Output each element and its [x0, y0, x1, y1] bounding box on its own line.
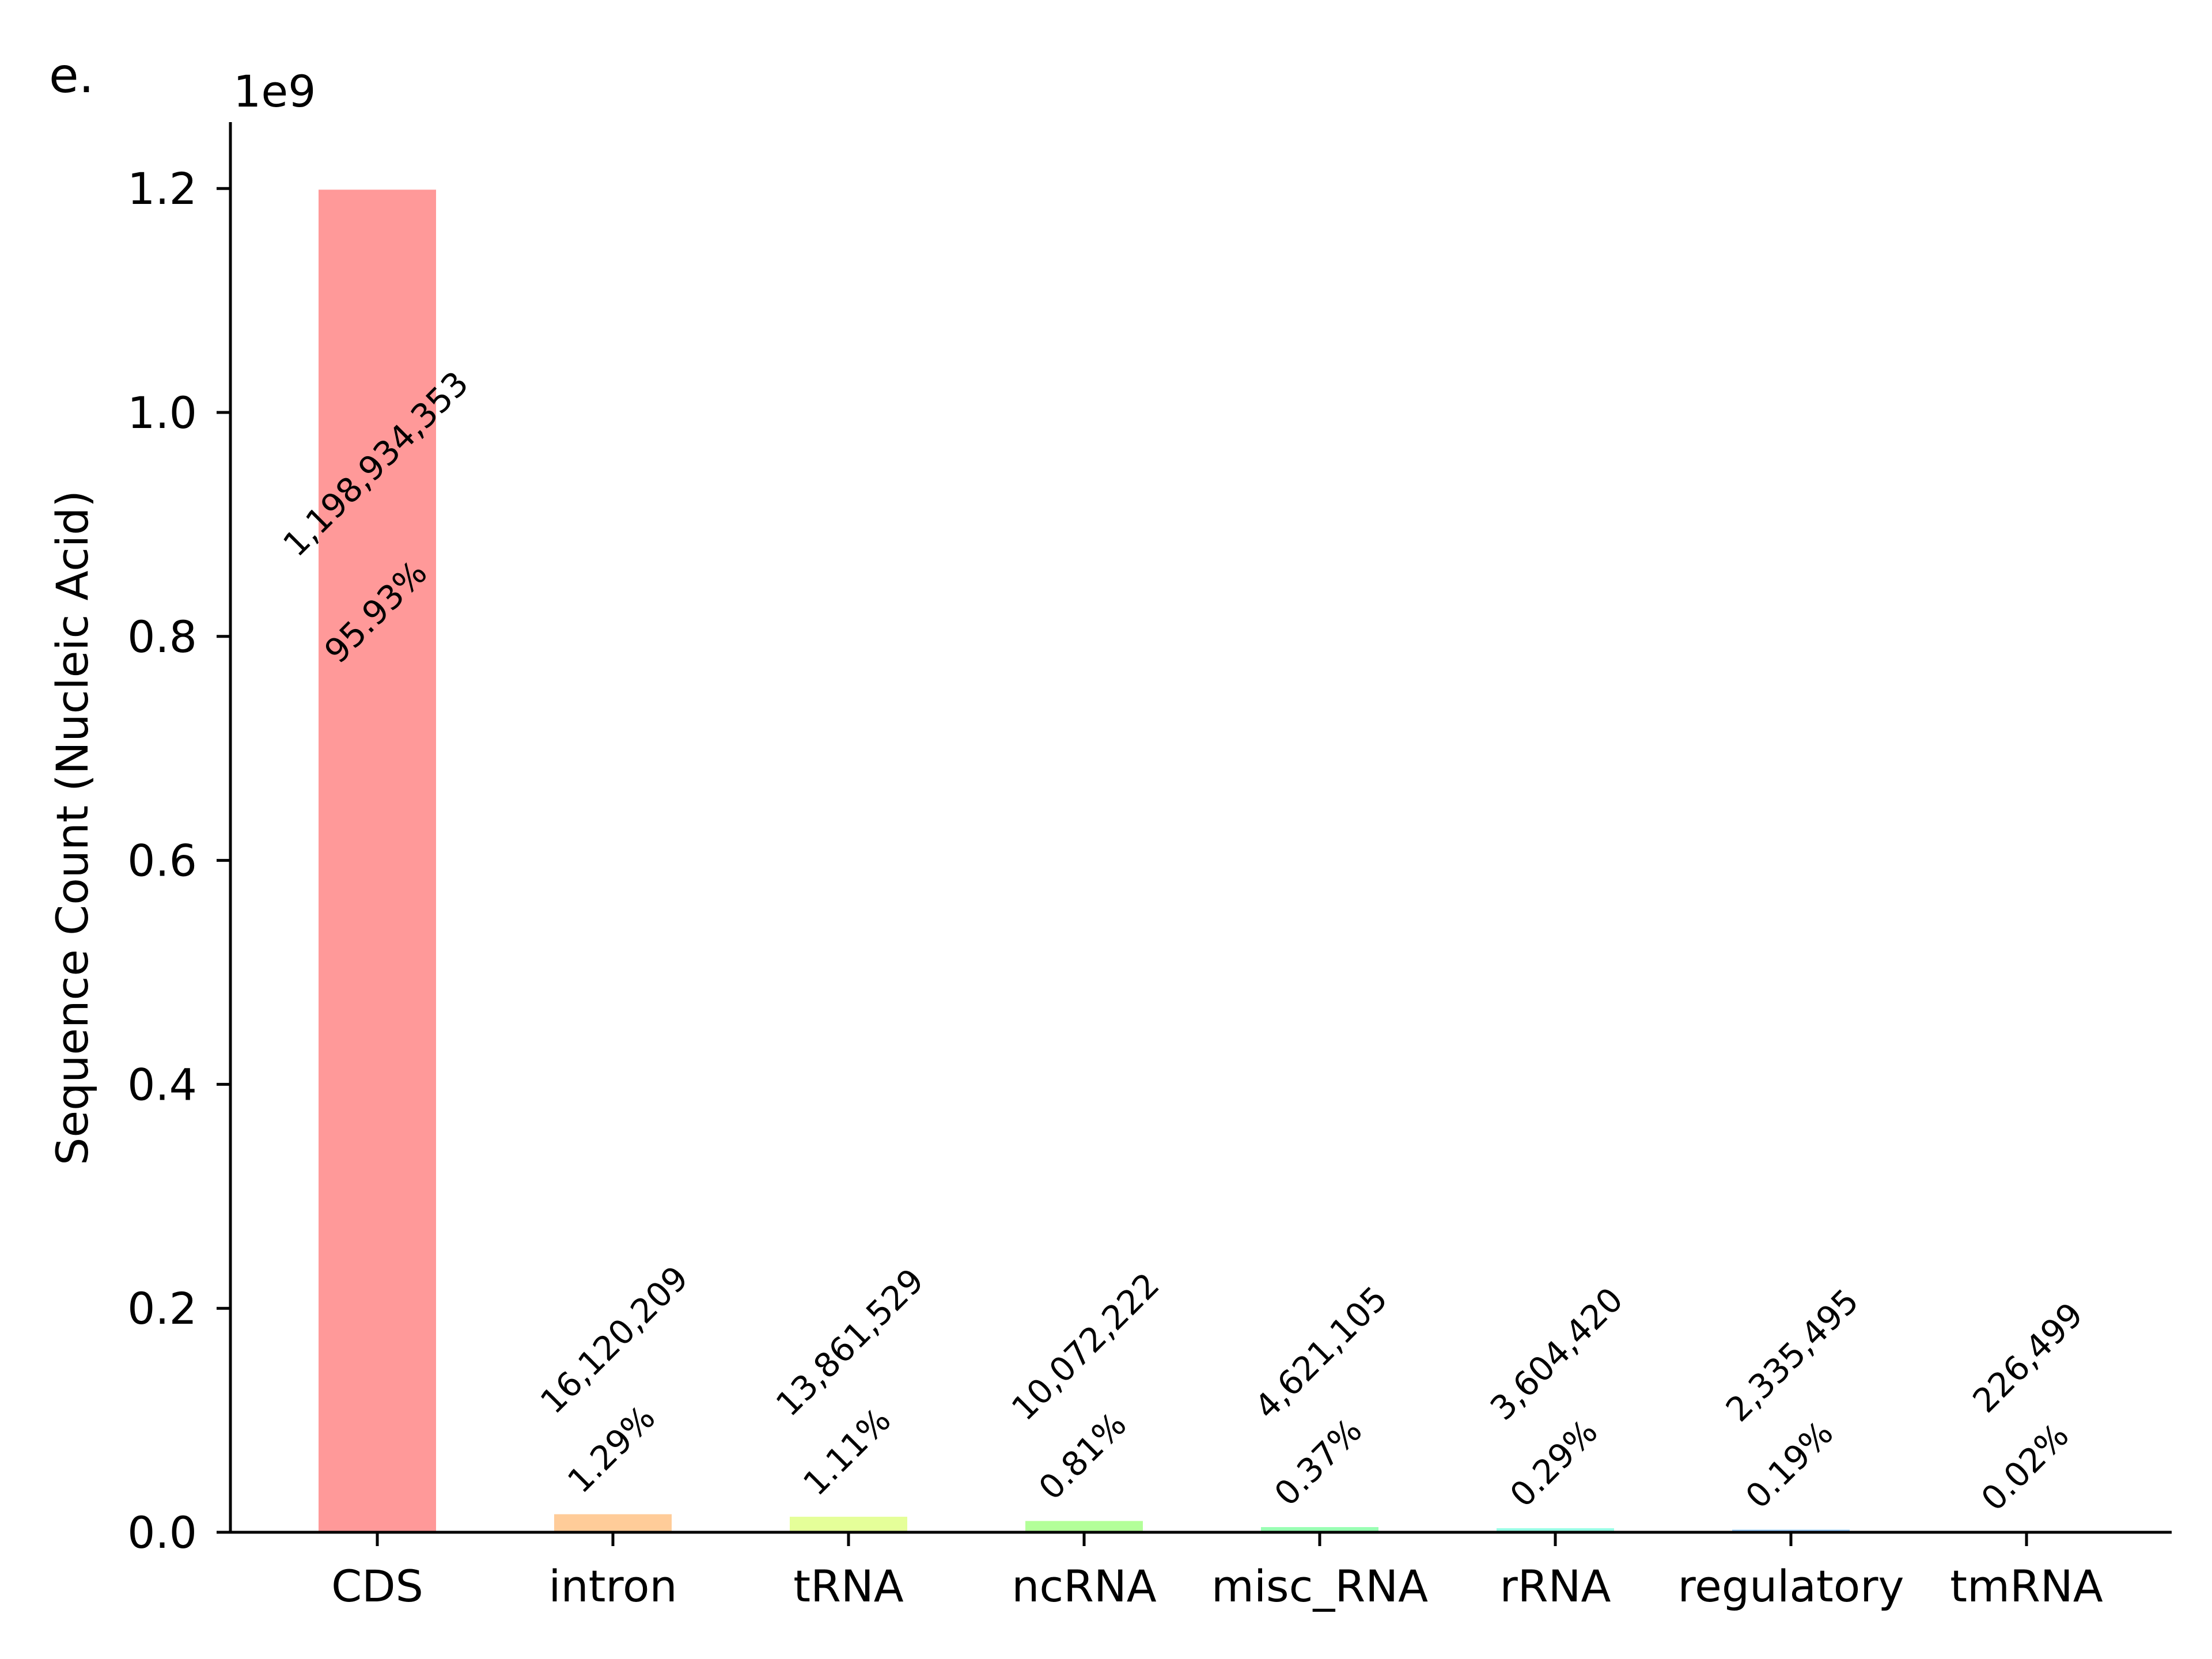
- bar-tRNA: [790, 1517, 907, 1532]
- bar-ncRNA: [1025, 1521, 1143, 1532]
- x-tick-label: CDS: [331, 1560, 423, 1612]
- x-tick-label: tmRNA: [1950, 1560, 2103, 1612]
- panel-label: e.: [49, 47, 94, 104]
- bar-count-label: 13,861,529: [768, 1261, 931, 1424]
- bar-misc_RNA: [1261, 1527, 1378, 1532]
- x-tick-label: misc_RNA: [1211, 1560, 1428, 1612]
- y-tick-label: 0.8: [127, 611, 197, 662]
- bar-rRNA: [1497, 1528, 1614, 1532]
- bar-count-label: 16,120,209: [533, 1258, 696, 1421]
- x-tick-label: intron: [548, 1560, 677, 1612]
- bar-percent-label: 0.37%: [1267, 1411, 1369, 1513]
- bar-percent-label: 0.19%: [1738, 1414, 1840, 1516]
- bar-count-label: 2,335,495: [1718, 1281, 1866, 1429]
- bar-intron: [554, 1514, 672, 1532]
- bar-percent-label: 1.29%: [560, 1398, 662, 1501]
- bar-count-label: 10,072,222: [1004, 1265, 1167, 1428]
- y-axis-ticks: 0.0 0.2 0.4 0.6 0.8 1.0 1.2: [127, 163, 230, 1558]
- bar-count-label: 226,499: [1965, 1295, 2090, 1421]
- y-tick-label: 1.0: [127, 387, 197, 438]
- bars-group: [319, 190, 2085, 1533]
- y-tick-label: 1.2: [127, 163, 197, 214]
- bar-percent-label: 0.29%: [1502, 1412, 1605, 1514]
- y-tick-label: 0.4: [127, 1059, 197, 1110]
- bar-percent-label: 0.81%: [1031, 1404, 1134, 1507]
- x-tick-label: regulatory: [1678, 1560, 1904, 1612]
- bar-percent-label: 1.11%: [796, 1400, 898, 1503]
- x-tick-label: rRNA: [1500, 1560, 1611, 1612]
- bar-count-label: 3,604,420: [1483, 1280, 1631, 1428]
- y-tick-label: 0.6: [127, 835, 197, 887]
- y-tick-label: 0.2: [127, 1283, 197, 1334]
- x-tick-label: tRNA: [793, 1560, 903, 1612]
- x-tick-label: ncRNA: [1012, 1560, 1157, 1612]
- bar-annotations: 1,198,934,35395.93%16,120,2091.29%13,861…: [275, 363, 2090, 1518]
- bar-percent-label: 0.02%: [1974, 1416, 2076, 1518]
- bar-count-label: 4,621,105: [1247, 1279, 1395, 1427]
- y-tick-label: 0.0: [127, 1507, 197, 1558]
- x-axis-ticks: CDS intron tRNA ncRNA misc_RNA rRNA regulatory…: [331, 1532, 2103, 1612]
- y-axis-label: Sequence Count (Nucleic Acid): [47, 490, 98, 1165]
- bar-CDS: [319, 190, 436, 1533]
- y-axis-offset-label: 1e9: [233, 66, 316, 117]
